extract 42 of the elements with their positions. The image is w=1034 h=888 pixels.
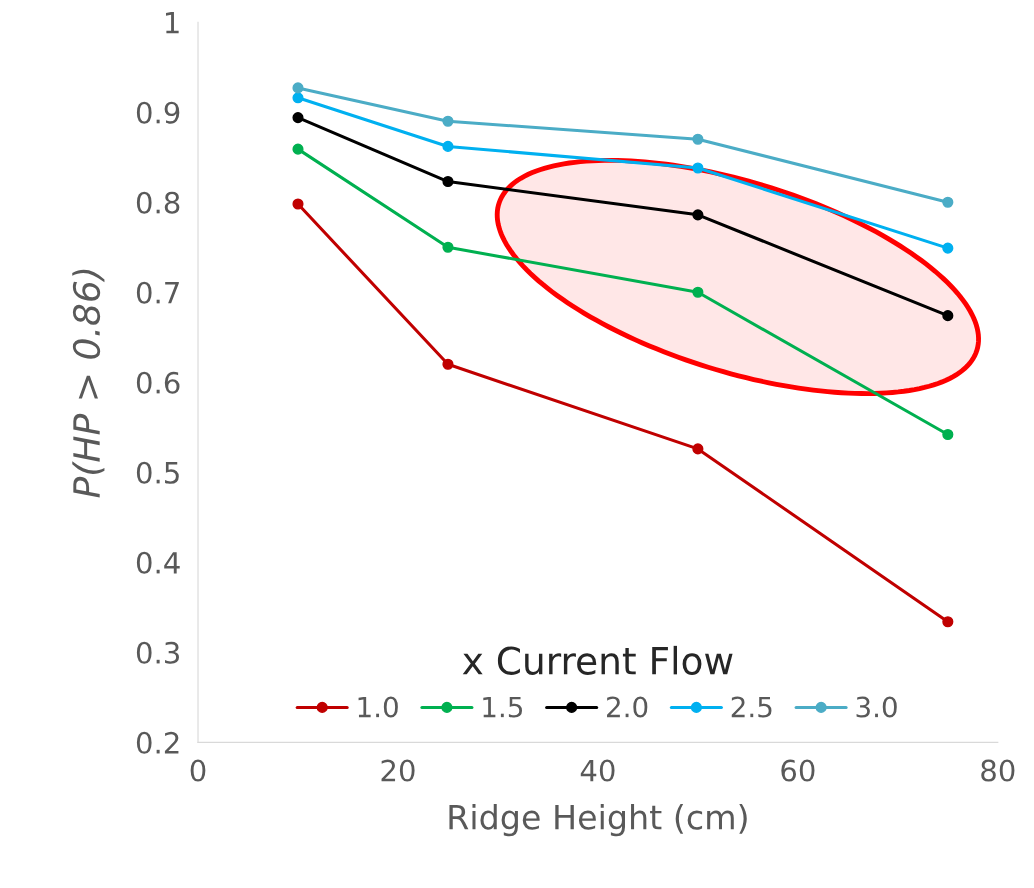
point: [292, 112, 304, 124]
point: [942, 616, 954, 628]
point: [942, 196, 954, 208]
x-tick-label: 0: [190, 759, 206, 782]
point: [692, 209, 704, 221]
point: [292, 143, 304, 155]
point: [292, 82, 304, 94]
y-tick-label: 0.5: [136, 461, 179, 484]
point: [442, 115, 454, 127]
point: [942, 242, 954, 254]
y-tick-label: 0.6: [136, 371, 180, 394]
legend-label: 2.5: [731, 696, 772, 718]
point: [692, 443, 704, 455]
y-tick-label: 1: [165, 12, 179, 34]
point: [942, 310, 954, 322]
point: [442, 241, 454, 253]
x-tick-label: 60: [781, 759, 815, 782]
point: [442, 358, 454, 370]
legend-label: 1.5: [483, 696, 523, 718]
point: [942, 428, 954, 441]
point: [692, 162, 704, 174]
y-tick-label: 0.7: [136, 281, 179, 304]
y-tick-label: 0.3: [136, 641, 180, 664]
point: [692, 133, 704, 145]
x-tick-label: 80: [981, 759, 1015, 782]
x-axis-title: Ridge Height (cm): [449, 803, 747, 837]
x-tick-label: 40: [580, 759, 615, 782]
legend-title: x Current Flow: [462, 645, 733, 675]
y-tick-label: 0.9: [136, 101, 180, 124]
point: [442, 140, 454, 152]
y-tick-label: 0.8: [136, 191, 180, 214]
legend-label: 1.0: [358, 696, 398, 718]
legend-label: 3.0: [856, 696, 897, 718]
point: [292, 198, 304, 210]
point: [292, 92, 304, 104]
point: [442, 175, 454, 188]
point: [692, 286, 704, 298]
y-tick-label: 0.2: [136, 731, 179, 754]
y-axis-title: P(HP > 0.86): [72, 269, 105, 498]
x-tick-label: 20: [381, 759, 415, 782]
legend-label: 2.0: [607, 696, 648, 718]
y-tick-label: 0.4: [136, 551, 180, 574]
